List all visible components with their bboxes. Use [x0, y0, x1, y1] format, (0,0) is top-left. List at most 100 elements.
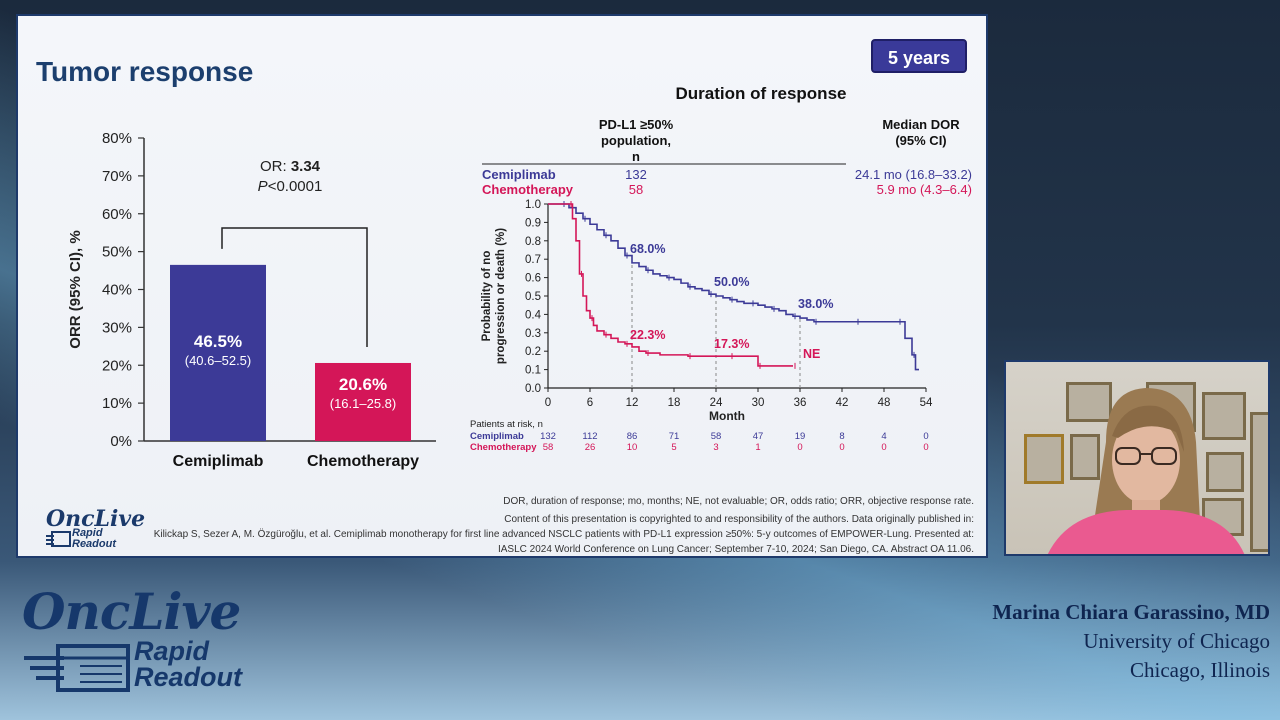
bar-ci-label: (16.1–25.8) [330, 396, 397, 411]
at-risk-value: 71 [669, 431, 680, 442]
at-risk-value: 5 [671, 442, 676, 453]
km-y-tick-label: 0.9 [525, 217, 541, 229]
y-tick-label: 70% [102, 168, 132, 185]
footnote-conference: IASLC 2024 World Conference on Lung Canc… [497, 544, 974, 555]
small-logo-rapid: Rapid [72, 527, 103, 539]
km-y-tick-label: 0.5 [525, 291, 541, 303]
km-x-axis-label: Month [709, 409, 745, 423]
y-tick-label: 80% [102, 130, 132, 147]
y-tick-label: 20% [102, 357, 132, 374]
km-y-tick-label: 1.0 [525, 199, 541, 211]
km-y-axis-label: Probability of no [481, 251, 493, 342]
at-risk-value: 0 [923, 442, 928, 453]
logo-readout: Readout [134, 662, 242, 692]
km-annotation: 17.3% [714, 337, 749, 351]
km-annotation: 38.0% [798, 297, 833, 311]
km-x-tick-label: 18 [668, 397, 681, 409]
category-label: Chemotherapy [307, 453, 419, 470]
population-header: PD-L1 ≥50% [599, 117, 674, 132]
footnote-abbreviations: DOR, duration of response; mo, months; N… [503, 496, 974, 507]
at-risk-value: 4 [881, 431, 886, 442]
legend-median: 5.9 mo (4.3–6.4) [877, 182, 972, 197]
at-risk-row-label: Cemiplimab [470, 431, 524, 442]
km-annotation: 68.0% [630, 242, 665, 256]
rapid-readout-icon [46, 531, 71, 547]
km-x-tick-label: 36 [794, 397, 807, 409]
km-title: Duration of response [676, 84, 847, 103]
p-value-label: P<0.0001 [258, 178, 323, 195]
at-risk-value: 10 [627, 442, 638, 453]
bar-cemiplimab [170, 264, 266, 441]
km-y-tick-label: 0.2 [525, 346, 541, 358]
bar-value-label: 46.5% [194, 332, 242, 351]
at-risk-value: 0 [881, 442, 886, 453]
y-tick-label: 0% [110, 433, 132, 450]
km-y-tick-label: 0.8 [525, 236, 541, 248]
km-annotation: NE [803, 347, 820, 361]
at-risk-value: 47 [753, 431, 764, 442]
at-risk-value: 0 [923, 431, 928, 442]
km-y-tick-label: 0.0 [525, 383, 541, 395]
wall-frame [1024, 434, 1064, 484]
y-tick-label: 10% [102, 395, 132, 412]
km-x-tick-label: 6 [587, 397, 593, 409]
km-x-tick-label: 12 [626, 397, 639, 409]
km-x-tick-label: 42 [836, 397, 849, 409]
onclive-rapid-readout-logo: OncLive Rapid Readout [22, 582, 312, 702]
y-tick-label: 40% [102, 282, 132, 299]
km-annotation: 22.3% [630, 328, 665, 342]
km-x-tick-label: 0 [545, 397, 551, 409]
at-risk-value: 26 [585, 442, 596, 453]
population-header: population, [601, 133, 671, 148]
onclive-small-logo: OncLive Rapid Readout [46, 506, 156, 554]
median-header: (95% CI) [895, 133, 946, 148]
footnote-citation: Kilickap S, Sezer A, M. Özgüroğlu, et al… [153, 529, 974, 540]
legend-n: 58 [629, 182, 643, 197]
km-x-tick-label: 54 [920, 397, 933, 409]
bar-value-label: 20.6% [339, 375, 387, 394]
at-risk-value: 8 [839, 431, 844, 442]
at-risk-value: 58 [543, 442, 554, 453]
logo-onclive: OncLive [22, 582, 241, 641]
km-x-tick-label: 48 [878, 397, 891, 409]
at-risk-value: 1 [755, 442, 760, 453]
legend-n: 132 [625, 167, 647, 182]
km-y-tick-label: 0.3 [525, 328, 541, 340]
at-risk-value: 0 [839, 442, 844, 453]
wall-frame [1202, 392, 1246, 440]
presentation-slide: Tumor response 5 years 0% 10% 20% 30% 40% 50%… [16, 14, 988, 558]
speaker-silhouette [1047, 388, 1245, 554]
at-risk-value: 86 [627, 431, 638, 442]
at-risk-row-label: Chemotherapy [470, 442, 537, 453]
bar-chemotherapy [315, 362, 411, 441]
population-header: n [632, 149, 640, 164]
speaker-lower-third: Marina Chiara Garassino, MD University o… [992, 600, 1270, 683]
at-risk-value: 0 [797, 442, 802, 453]
y-tick-label: 50% [102, 244, 132, 261]
km-x-tick-label: 30 [752, 397, 765, 409]
km-y-tick-label: 0.1 [525, 365, 541, 377]
wall-frame [1070, 434, 1100, 480]
rapid-readout-icon [24, 644, 130, 692]
wall-frame [1250, 412, 1268, 552]
footnote-copyright: Content of this presentation is copyrigh… [504, 514, 974, 525]
speaker-location: Chicago, Illinois [1130, 658, 1270, 682]
small-logo-readout: Readout [72, 538, 116, 550]
odds-ratio-label: OR: 3.34 [260, 158, 321, 175]
y-tick-label: 30% [102, 319, 132, 336]
at-risk-value: 112 [582, 431, 597, 442]
km-curve-chemotherapy [548, 203, 793, 367]
km-curve-cemiplimab [548, 203, 919, 371]
km-y-tick-label: 0.4 [525, 309, 542, 321]
speaker-name: Marina Chiara Garassino, MD [992, 600, 1270, 624]
at-risk-value: 132 [540, 431, 556, 442]
at-risk-title: Patients at risk, n [470, 419, 543, 430]
wall-frame [1206, 452, 1244, 492]
small-logo-top: OncLive [46, 506, 146, 532]
y-tick-label: 60% [102, 206, 132, 223]
category-label: Cemiplimab [173, 453, 264, 470]
five-years-badge: 5 years [871, 39, 967, 73]
legend-median: 24.1 mo (16.8–33.2) [855, 167, 972, 182]
km-y-tick-label: 0.7 [525, 254, 541, 266]
